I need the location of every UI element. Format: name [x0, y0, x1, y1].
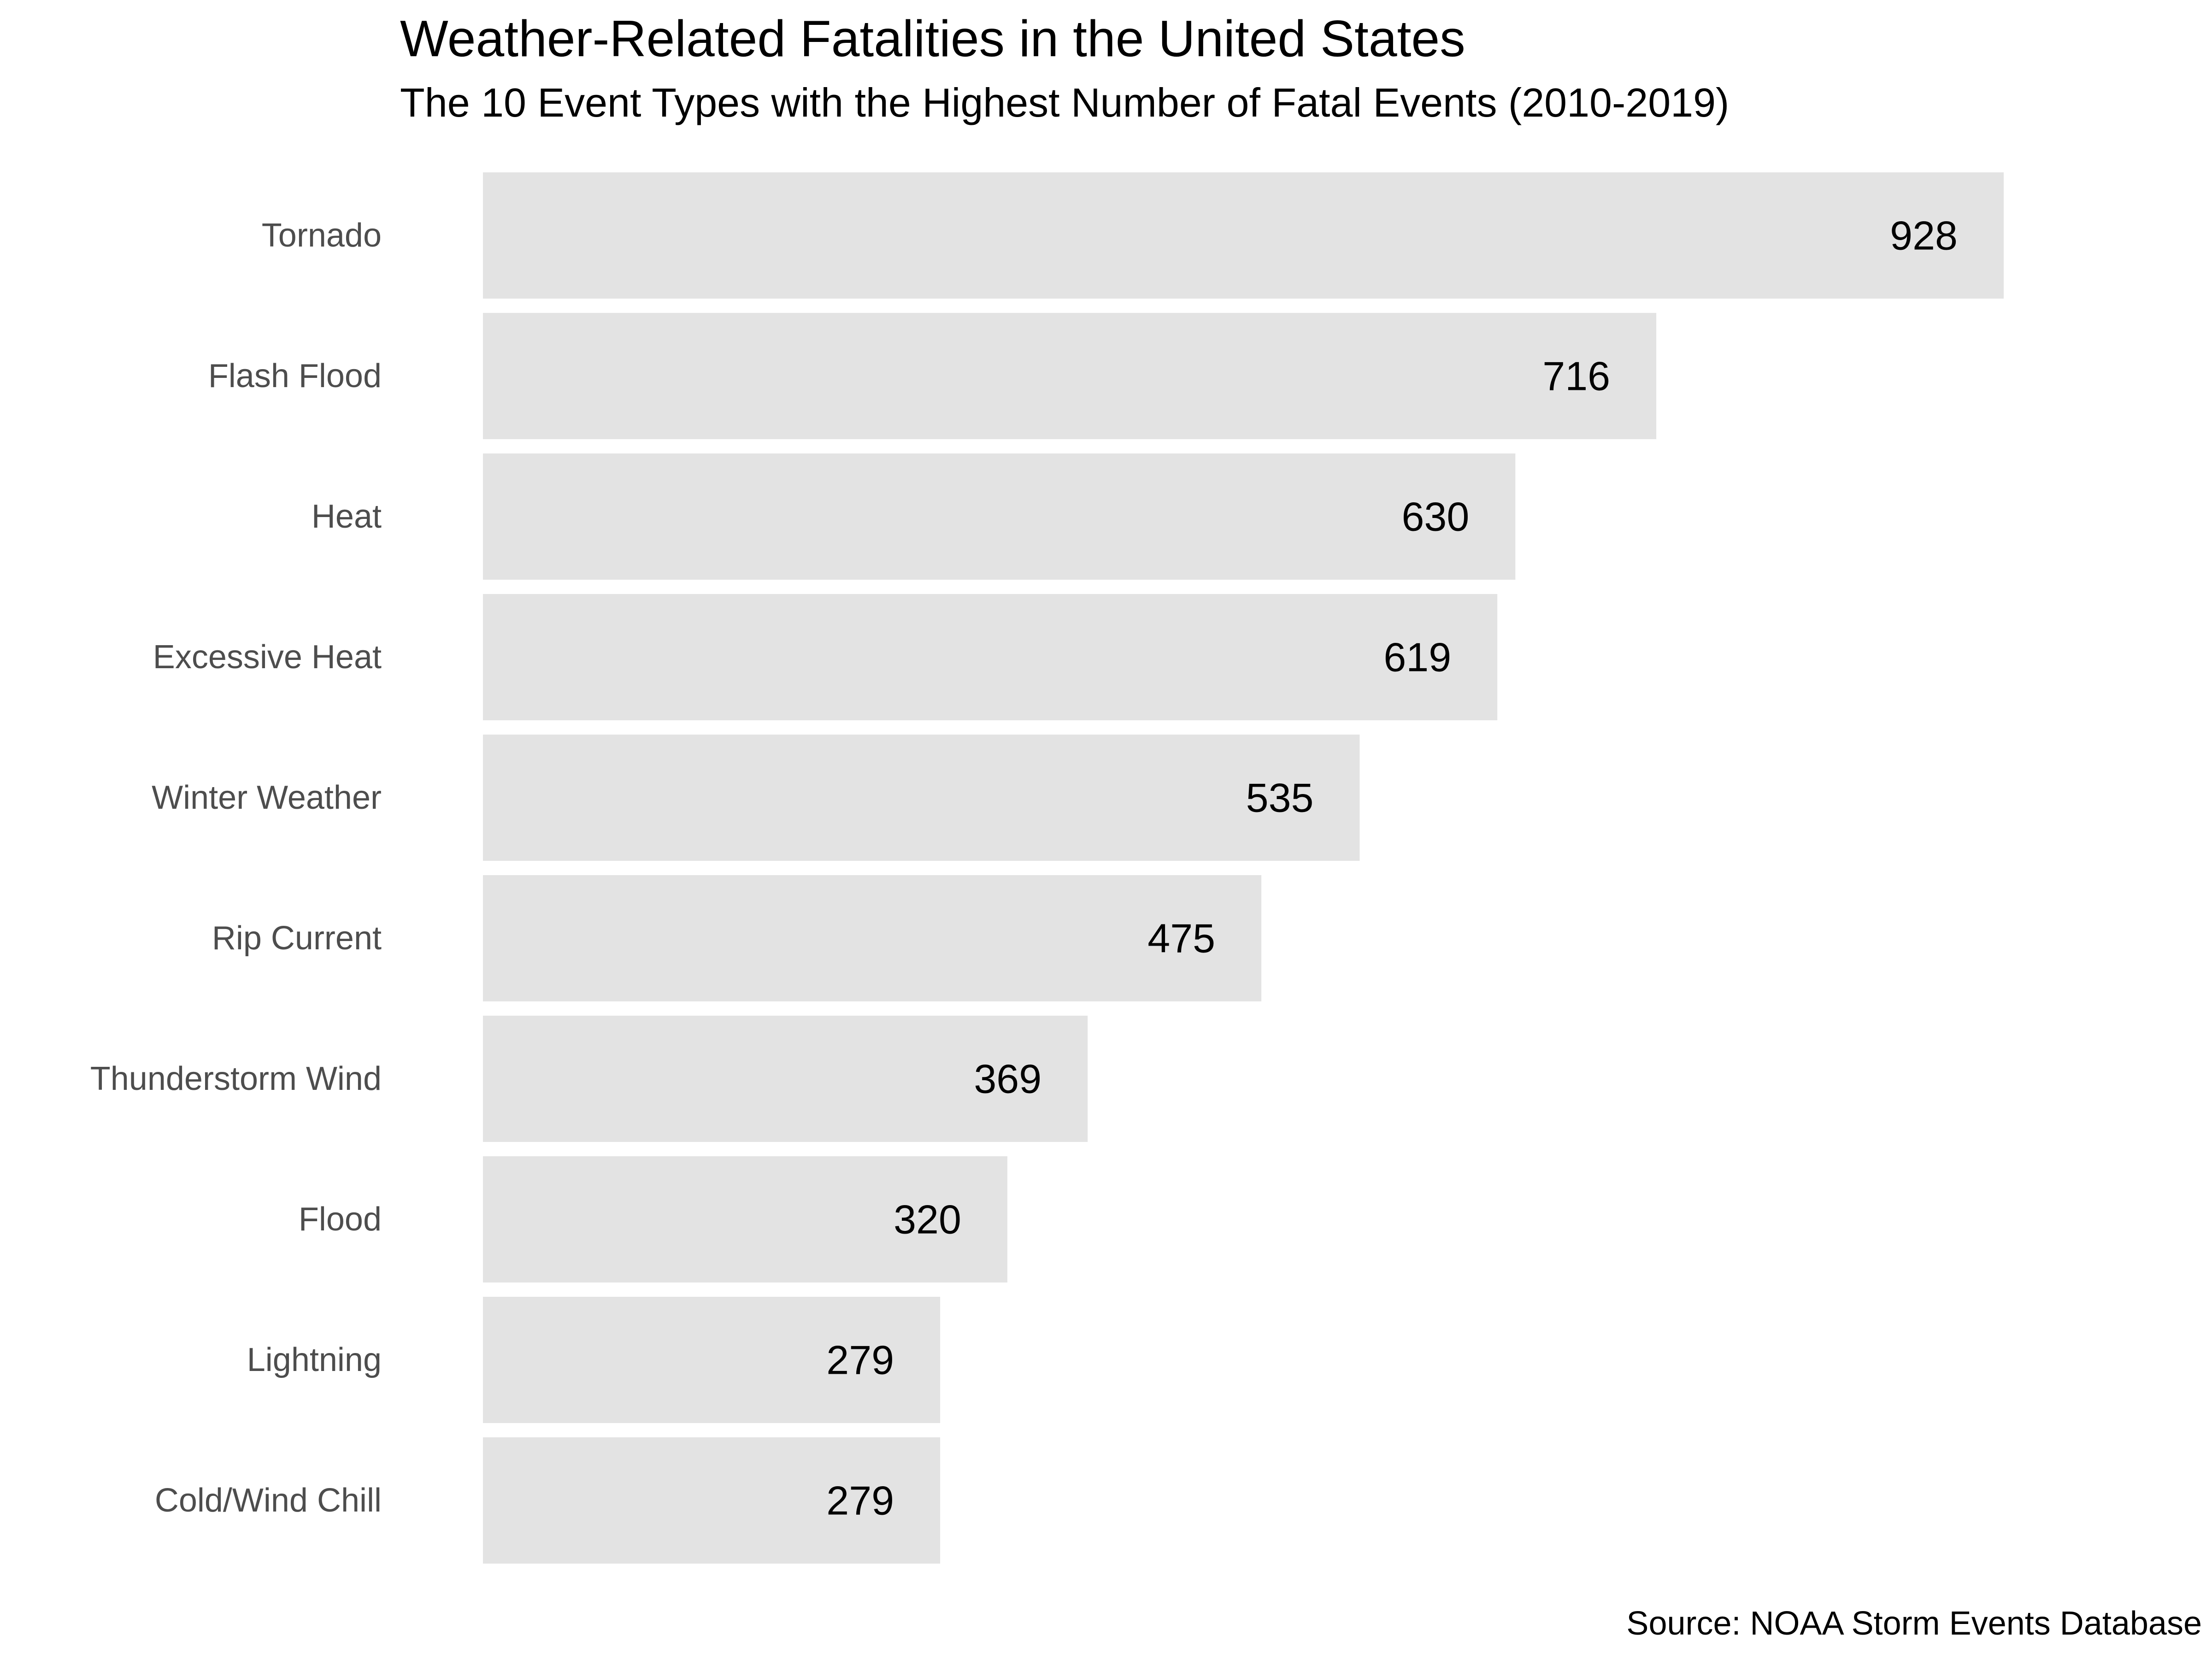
value-label-2: 630 [1401, 494, 1469, 540]
value-label-3: 619 [1383, 635, 1451, 680]
chart-source-caption: Source: NOAA Storm Events Database [1626, 1605, 2202, 1642]
bar-7 [483, 1156, 1007, 1282]
chart-subtitle: The 10 Event Types with the Highest Numb… [400, 80, 1730, 125]
bar-0 [483, 172, 2004, 299]
value-label-9: 279 [826, 1478, 894, 1524]
category-label-0: Tornado [262, 217, 382, 254]
bar-8 [483, 1297, 941, 1423]
value-label-8: 279 [826, 1337, 894, 1383]
category-label-6: Thunderstorm Wind [90, 1060, 382, 1097]
category-label-9: Cold/Wind Chill [155, 1482, 382, 1519]
bar-5 [483, 875, 1262, 1001]
value-label-6: 369 [974, 1056, 1041, 1102]
category-label-4: Winter Weather [152, 779, 382, 816]
chart-title: Weather-Related Fatalities in the United… [400, 10, 1465, 67]
value-label-4: 535 [1246, 775, 1314, 821]
category-label-5: Rip Current [212, 920, 382, 957]
value-label-5: 475 [1147, 916, 1215, 961]
category-label-7: Flood [299, 1201, 382, 1238]
category-label-1: Flash Flood [208, 358, 382, 394]
bar-6 [483, 1016, 1088, 1142]
bar-2 [483, 453, 1516, 580]
value-label-1: 716 [1542, 353, 1610, 399]
category-label-3: Excessive Heat [153, 639, 382, 676]
bar-1 [483, 313, 1657, 439]
category-label-8: Lightning [247, 1341, 382, 1378]
value-label-0: 928 [1890, 213, 1958, 259]
bar-9 [483, 1437, 941, 1564]
category-label-2: Heat [312, 498, 382, 535]
bar-3 [483, 594, 1498, 720]
bar-4 [483, 735, 1360, 861]
value-label-7: 320 [894, 1197, 961, 1242]
